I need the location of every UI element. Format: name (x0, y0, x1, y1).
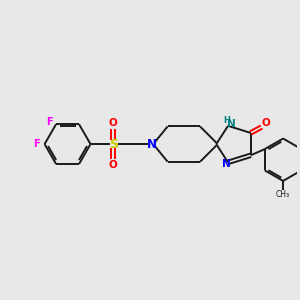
Text: O: O (109, 160, 118, 170)
Text: N: N (226, 119, 235, 129)
Text: N: N (222, 159, 231, 169)
Text: O: O (109, 118, 118, 128)
Text: CH₃: CH₃ (276, 190, 290, 199)
Text: O: O (261, 118, 270, 128)
Text: F: F (46, 117, 53, 127)
Text: H: H (223, 116, 230, 125)
Text: S: S (109, 138, 118, 151)
Text: N: N (146, 138, 157, 151)
Text: F: F (33, 139, 40, 149)
